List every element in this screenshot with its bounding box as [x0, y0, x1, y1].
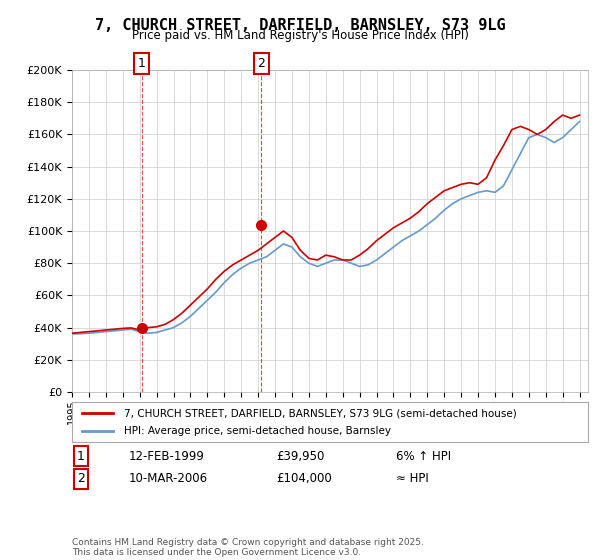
- Text: HPI: Average price, semi-detached house, Barnsley: HPI: Average price, semi-detached house,…: [124, 426, 391, 436]
- Text: ≈ HPI: ≈ HPI: [396, 472, 429, 486]
- Text: Contains HM Land Registry data © Crown copyright and database right 2025.
This d: Contains HM Land Registry data © Crown c…: [72, 538, 424, 557]
- Text: 12-FEB-1999: 12-FEB-1999: [129, 450, 205, 463]
- Text: 2: 2: [257, 57, 265, 70]
- Text: £39,950: £39,950: [276, 450, 325, 463]
- Text: 2: 2: [77, 472, 85, 486]
- Text: 7, CHURCH STREET, DARFIELD, BARNSLEY, S73 9LG (semi-detached house): 7, CHURCH STREET, DARFIELD, BARNSLEY, S7…: [124, 408, 517, 418]
- Text: Price paid vs. HM Land Registry's House Price Index (HPI): Price paid vs. HM Land Registry's House …: [131, 29, 469, 42]
- Text: 7, CHURCH STREET, DARFIELD, BARNSLEY, S73 9LG: 7, CHURCH STREET, DARFIELD, BARNSLEY, S7…: [95, 18, 505, 33]
- Text: 1: 1: [138, 57, 146, 70]
- Text: 6% ↑ HPI: 6% ↑ HPI: [396, 450, 451, 463]
- Text: £104,000: £104,000: [276, 472, 332, 486]
- Text: 1: 1: [77, 450, 85, 463]
- Text: 10-MAR-2006: 10-MAR-2006: [129, 472, 208, 486]
